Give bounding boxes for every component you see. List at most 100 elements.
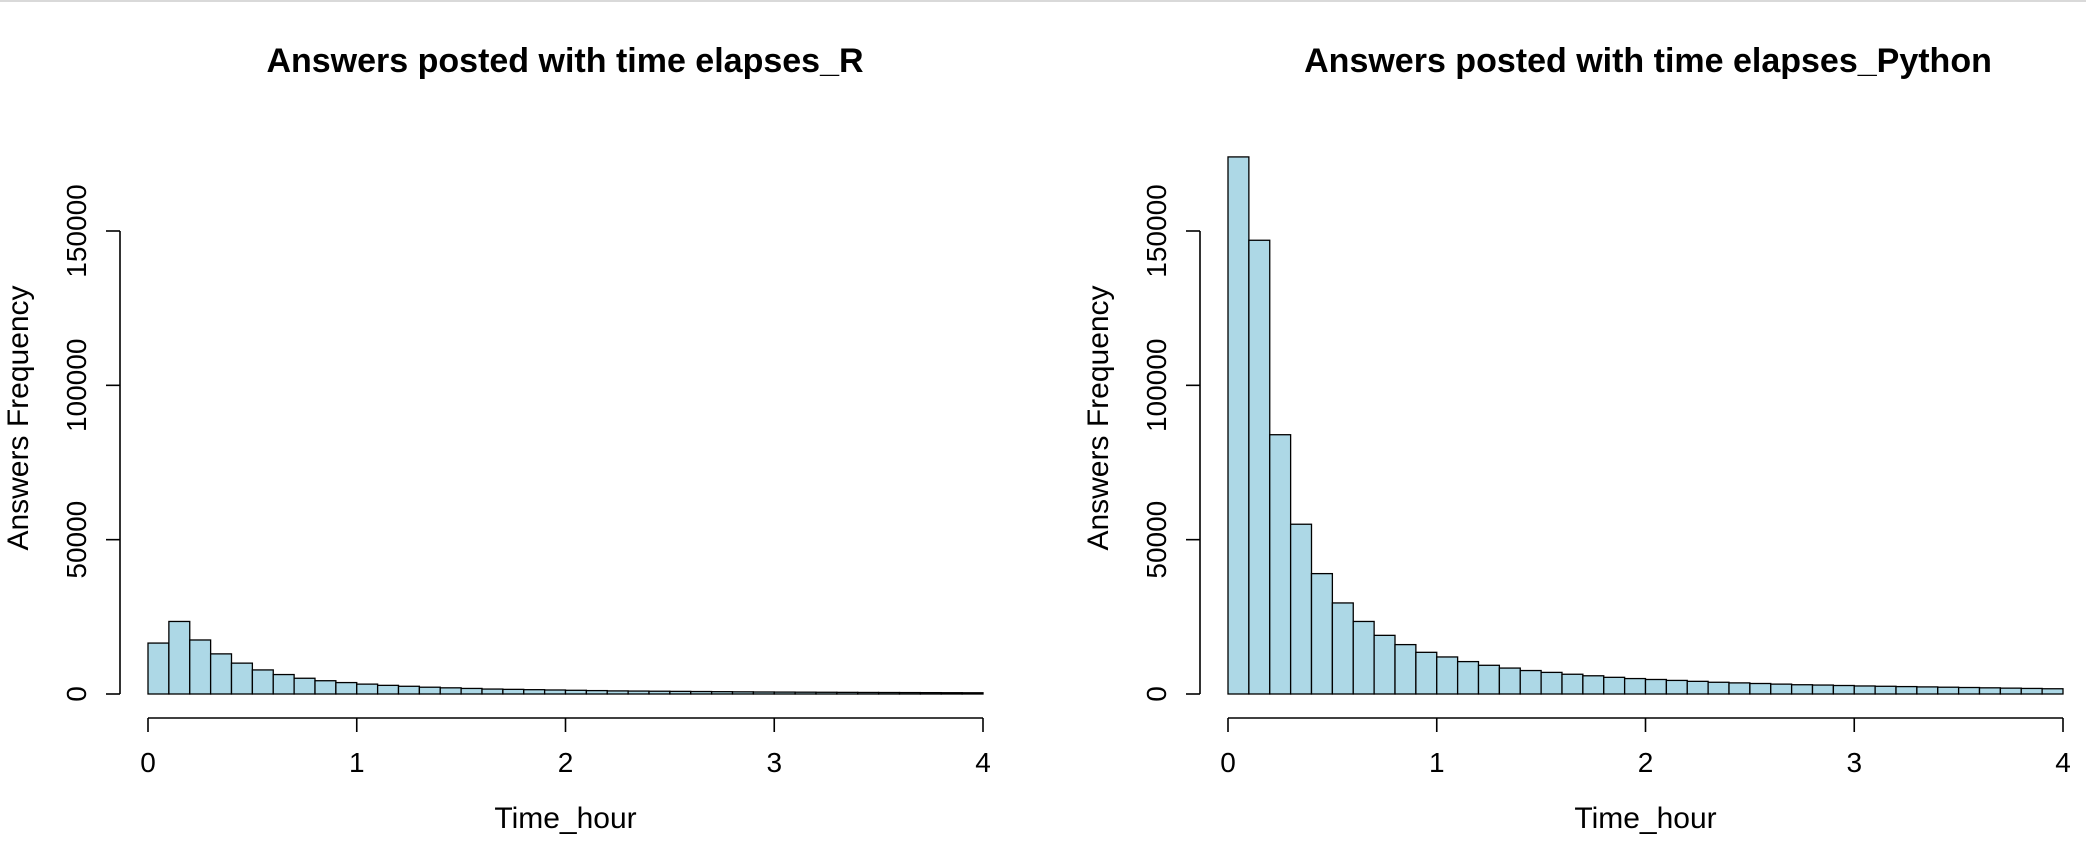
histogram-bar [690,690,713,695]
y-tick-label: 150000 [1141,184,1172,277]
histogram-bar [147,642,170,695]
histogram-bar [1310,572,1334,695]
histogram-bar [794,691,817,695]
chart-title: Answers posted with time elapses_Python [1304,42,1992,80]
y-tick-label: 0 [61,686,92,702]
histogram-r-panel: Answers posted with time elapses_R 0 1 2 3 4 T… [2,42,991,835]
histogram-bar [460,687,483,695]
histogram-bar [168,620,191,695]
histogram-bar [272,673,295,695]
y-tick-label: 50000 [1141,501,1172,579]
histogram-bar [585,689,608,695]
histogram-bar [1373,634,1396,695]
y-tick-label: 100000 [1141,339,1172,432]
histogram-bar [1603,676,1626,695]
x-tick-label: 4 [2055,747,2071,778]
chart-title: Answers posted with time elapses_R [266,42,863,80]
histogram-bar [314,680,337,695]
histogram-bar [1582,675,1605,695]
histogram-bar [877,691,901,695]
histogram-bar [481,688,504,695]
x-tick-label: 3 [1846,747,1862,778]
histogram-bar [1978,687,2002,695]
histogram-bar [293,677,316,695]
y-axis-label: Answers Frequency [1082,285,1115,550]
histogram-bar [1623,677,1647,695]
histogram-bar [836,691,859,695]
histogram-bar [1394,643,1417,695]
histogram-bar [189,639,212,695]
histogram-bar [502,688,525,695]
histogram-bar [1749,682,1772,695]
histogram-bar [669,690,692,695]
x-axis-label: Time_hour [494,802,636,835]
x-tick-label: 4 [975,747,991,778]
histogram-bar [356,683,379,695]
histogram-bar [961,692,984,695]
histogram-bar [230,662,254,695]
x-tick-label: 1 [349,747,365,778]
x-tick-label: 2 [1638,747,1654,778]
histogram-bar [251,669,274,695]
histogram-bar [1644,678,1668,695]
histogram-bar [2020,687,2043,695]
x-tick-label: 2 [558,747,574,778]
histogram-bar [543,689,567,695]
histogram-bar [1269,434,1292,695]
histogram-bar [1811,684,1835,695]
histogram-bar [1770,683,1793,695]
histogram-bar [1665,679,1688,695]
histogram-bar [1331,602,1354,695]
histogram-bar [1937,686,1960,695]
histogram-bar [1248,239,1271,695]
histogram-bar [857,691,880,695]
histogram-bar [1352,620,1375,695]
histogram-bar [2041,688,2064,695]
x-tick-label: 0 [140,747,156,778]
histogram-bar [1227,156,1250,695]
histogram-bar [397,685,421,695]
x-tick-label: 3 [766,747,782,778]
histogram-bar [1289,523,1313,695]
histogram-bar [919,691,942,695]
histogram-bar [439,687,462,695]
histogram-bar [1790,684,1814,695]
histogram-bar [710,691,734,695]
histogram-bar [1561,673,1584,695]
histogram-bar [523,689,546,695]
y-tick-label: 0 [1141,686,1172,702]
histogram-bar [627,690,650,695]
histogram-bar [898,691,922,695]
histogram-bar [773,691,796,695]
top-border [0,0,2086,2]
histogram-bar [731,691,755,695]
histogram-bar [1456,660,1480,695]
y-tick-label: 50000 [61,501,92,579]
histogram-bar [1519,669,1542,695]
histogram-bar [1686,680,1709,695]
histogram-bar [752,691,775,695]
histogram-bar [418,686,441,695]
histogram-python-panel: Answers posted with time elapses_Python 0… [1082,42,2071,835]
histogram-bar [1832,684,1855,695]
histogram-bar [376,684,400,695]
histogram-bar [940,692,963,695]
y-tick-label: 150000 [61,184,92,277]
histogram-bar [1540,671,1563,695]
x-tick-label: 1 [1429,747,1445,778]
histogram-bar [1895,685,1918,695]
x-axis-label: Time_hour [1574,802,1716,835]
y-axis-label: Answers Frequency [2,285,35,550]
histogram-bar [648,690,671,695]
histogram-bar [335,681,358,695]
histogram-bar [1707,681,1730,695]
histogram-bar [1853,685,1876,695]
histogram-bar [564,689,588,695]
histogram-bar [815,691,838,695]
histogram-bar [1477,664,1501,695]
histogram-bar [1498,667,1521,695]
histogram-bar [1916,686,1939,695]
x-tick-label: 0 [1220,747,1236,778]
histogram-bar [1957,686,1981,695]
